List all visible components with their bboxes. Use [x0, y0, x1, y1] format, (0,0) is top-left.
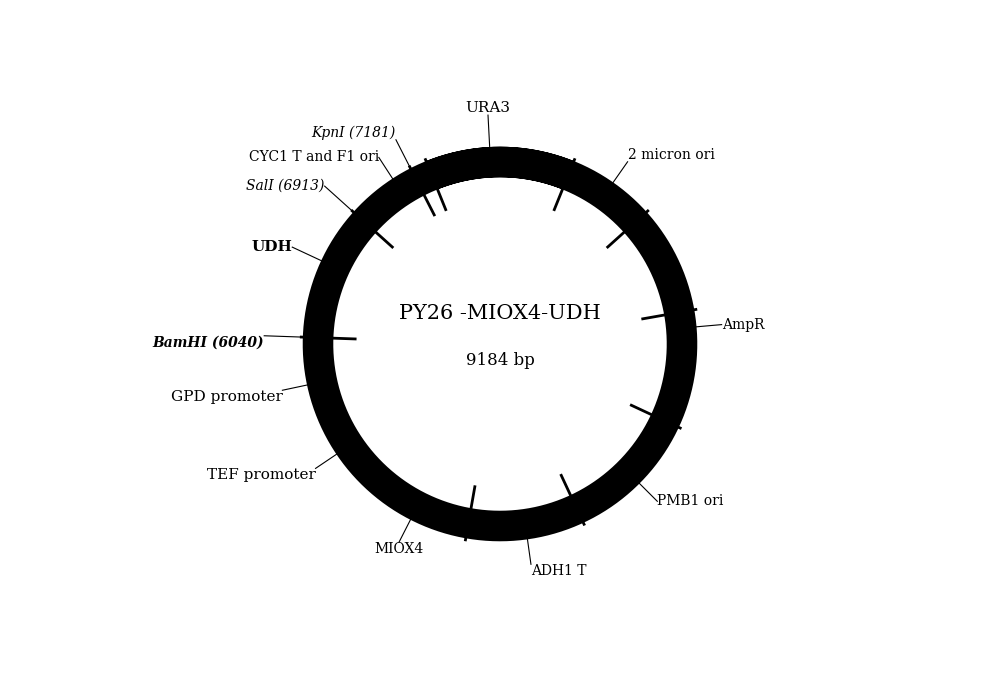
Text: SalI (6913): SalI (6913)	[246, 179, 325, 193]
Text: BamHI (6040): BamHI (6040)	[153, 336, 264, 350]
Text: KpnI (7181): KpnI (7181)	[312, 125, 396, 140]
Text: CYC1 T and F1 ori: CYC1 T and F1 ori	[249, 151, 379, 164]
Text: TEF promoter: TEF promoter	[207, 469, 316, 482]
Text: 2 micron ori: 2 micron ori	[628, 148, 714, 162]
Text: 9184 bp: 9184 bp	[466, 352, 534, 369]
Text: MIOX4: MIOX4	[374, 542, 424, 556]
Text: PY26 -MIOX4-UDH: PY26 -MIOX4-UDH	[399, 304, 601, 323]
Text: GPD promoter: GPD promoter	[171, 390, 282, 405]
Text: AmpR: AmpR	[722, 318, 764, 332]
Text: ADH1 T: ADH1 T	[531, 564, 586, 579]
Text: PMB1 ori: PMB1 ori	[657, 494, 724, 508]
Text: URA3: URA3	[466, 101, 511, 115]
Text: UDH: UDH	[251, 240, 292, 254]
